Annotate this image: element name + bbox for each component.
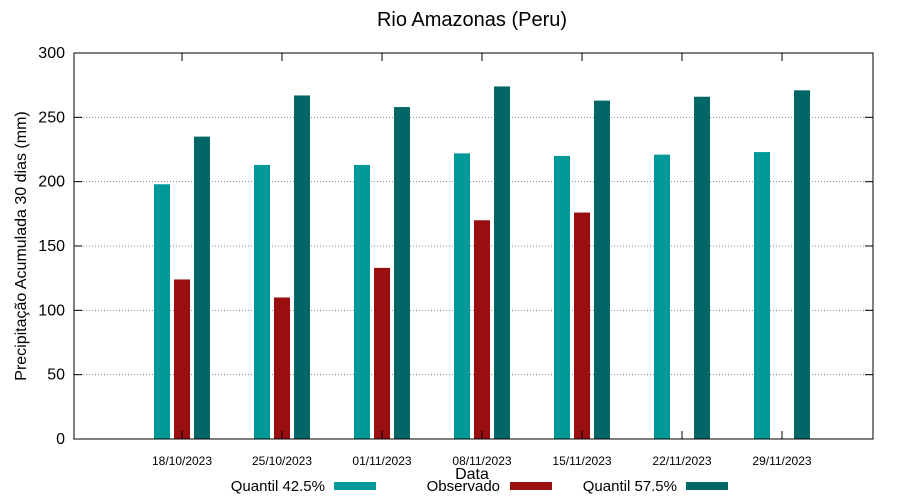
y-ticks: 0 50 100 150 200 250 300	[38, 45, 873, 448]
x-tick-label: 18/10/2023	[152, 454, 212, 468]
x-axis-label: Data	[455, 466, 489, 483]
grid	[74, 116, 873, 376]
x-tick-label: 01/11/2023	[352, 454, 411, 468]
bars	[154, 86, 810, 440]
x-tick-label: 15/11/2023	[552, 454, 611, 468]
bar-quantil-57-5	[694, 96, 710, 439]
bar-quantil-42-5	[554, 155, 570, 439]
chart-title: Rio Amazonas (Peru)	[377, 9, 567, 31]
bar-quantil-57-5	[594, 100, 610, 440]
y-tick-label: 250	[38, 109, 65, 126]
legend-swatch	[510, 482, 552, 490]
x-tick-label: 29/11/2023	[752, 454, 811, 468]
bar-observado	[474, 220, 490, 439]
bar-quantil-42-5	[754, 152, 770, 439]
y-tick-label: 200	[38, 174, 65, 191]
bar-quantil-42-5	[454, 153, 470, 440]
bar-observado	[374, 267, 390, 439]
x-ticks: 18/10/2023 25/10/2023 01/11/2023 08/11/2023…	[152, 53, 812, 468]
x-tick-label: 22/11/2023	[652, 454, 711, 468]
bar-observado	[274, 297, 290, 439]
y-tick-label: 150	[38, 238, 65, 255]
bar-quantil-57-5	[494, 86, 510, 439]
y-tick-label: 100	[38, 302, 65, 319]
legend: Quantil 42.5% Observado Quantil 57.5%	[231, 478, 728, 495]
bar-quantil-57-5	[394, 107, 410, 439]
legend-swatch	[334, 482, 376, 490]
bar-quantil-42-5	[254, 164, 270, 439]
bar-observado	[174, 279, 190, 439]
bar-quantil-57-5	[794, 90, 810, 440]
y-tick-label: 0	[56, 431, 65, 448]
x-tick-label: 25/10/2023	[252, 454, 312, 468]
legend-swatch	[686, 482, 728, 490]
legend-label: Quantil 42.5%	[231, 478, 325, 495]
y-tick-label: 300	[38, 45, 65, 62]
bar-quantil-42-5	[354, 164, 370, 439]
legend-label: Observado	[427, 478, 500, 495]
bar-quantil-57-5	[194, 136, 210, 439]
y-axis-label: Precipitação Acumulada 30 dias (mm)	[13, 111, 30, 380]
bar-quantil-57-5	[294, 95, 310, 440]
bar-quantil-42-5	[654, 154, 670, 439]
x-tick-label: 08/11/2023	[452, 454, 511, 468]
y-tick-label: 50	[47, 367, 65, 384]
bar-observado	[574, 212, 590, 439]
bar-quantil-42-5	[154, 184, 170, 439]
legend-label: Quantil 57.5%	[583, 478, 677, 495]
